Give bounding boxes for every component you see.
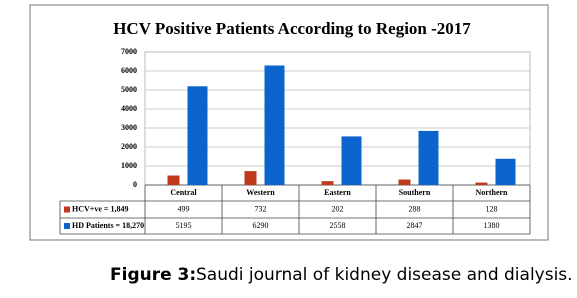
bar [418,130,439,185]
table-value: 1380 [484,221,500,230]
table-value: 2558 [330,221,346,230]
table-value: 499 [178,204,190,213]
legend-swatch [64,206,70,213]
y-tick-label: 6000 [121,66,137,75]
table-value: 6290 [253,221,269,230]
y-tick-label: 0 [133,180,137,189]
y-tick-label: 4000 [121,104,137,113]
bar [341,136,362,185]
x-tick-label: Eastern [324,188,351,197]
y-tick-label: 3000 [121,123,137,132]
bar [167,175,180,185]
y-tick-label: 1000 [121,161,137,170]
legend-label: HCV+ve = 1,849 [72,204,128,213]
caption-label: Figure 3: [110,265,196,285]
y-tick-label: 7000 [121,47,137,56]
bar [475,182,488,185]
bar [244,171,257,185]
x-tick-label: Southern [399,188,431,197]
bar [264,65,285,185]
table-value: 288 [409,204,421,213]
table-value: 5195 [176,221,192,230]
bar [187,86,208,185]
chart-title: HCV Positive Patients According to Regio… [113,19,471,38]
table-value: 128 [486,204,498,213]
y-tick-label: 2000 [121,142,137,151]
legend-label: HD Patients = 18,270 [72,221,144,230]
table-value: 202 [332,204,344,213]
legend-swatch [64,223,70,229]
y-tick-label: 5000 [121,85,137,94]
caption-text: Saudi journal of kidney disease and dial… [196,265,573,285]
x-tick-label: Central [170,188,197,197]
table-value: 2847 [407,221,423,230]
bar [321,181,334,185]
bar [495,158,516,185]
table-value: 732 [255,204,267,213]
bar [398,179,411,185]
x-tick-label: Western [246,188,275,197]
x-tick-label: Northern [476,188,509,197]
